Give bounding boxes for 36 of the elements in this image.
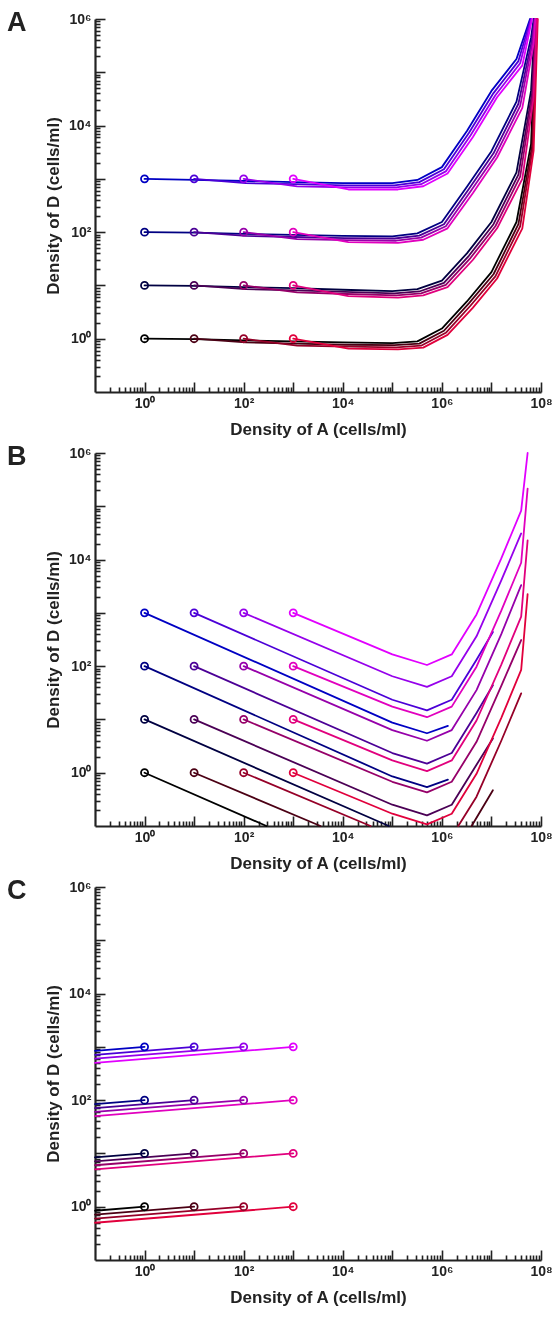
x-tick-label: 10⁴ <box>332 828 355 845</box>
x-axis-title: Density of A (cells/ml) <box>230 419 407 439</box>
y-axis-title: Density of D (cells/ml) <box>44 551 63 729</box>
x-axis-title: Density of A (cells/ml) <box>230 853 407 873</box>
y-tick-label: 10⁰ <box>70 1198 92 1215</box>
x-tick-label: 10⁸ <box>530 828 553 845</box>
x-tick-label: 10⁴ <box>332 1262 355 1279</box>
x-tick-label: 10⁶ <box>431 1262 454 1279</box>
chart-title: A <box>7 7 27 37</box>
x-tick-label: 10⁶ <box>431 394 454 411</box>
chart-title: B <box>7 441 27 471</box>
y-tick-label: 10⁴ <box>69 551 92 568</box>
x-tick-label: 10⁴ <box>332 394 355 411</box>
x-tick-label: 10² <box>234 828 255 845</box>
y-tick-label: 10⁴ <box>69 985 92 1002</box>
x-tick-label: 10⁶ <box>431 828 454 845</box>
chart-title: C <box>7 875 27 905</box>
y-tick-label: 10⁶ <box>69 10 92 27</box>
y-tick-label: 10⁶ <box>69 878 92 895</box>
x-axis-title: Density of A (cells/ml) <box>230 1287 407 1307</box>
x-tick-label: 10² <box>234 1262 255 1279</box>
y-tick-label: 10⁶ <box>69 444 92 461</box>
y-tick-label: 10² <box>71 657 92 674</box>
x-tick-label: 10⁸ <box>530 394 553 411</box>
y-tick-label: 10⁰ <box>70 330 92 347</box>
x-tick-label: 10⁸ <box>530 1262 553 1279</box>
x-tick-label: 10² <box>234 394 255 411</box>
y-axis-title: Density of D (cells/ml) <box>44 117 63 295</box>
x-tick-label: 10⁰ <box>134 828 156 845</box>
x-tick-label: 10⁰ <box>134 394 156 411</box>
y-tick-label: 10⁴ <box>69 117 92 134</box>
y-tick-label: 10² <box>71 223 92 240</box>
y-tick-label: 10² <box>71 1091 92 1108</box>
y-axis-title: Density of D (cells/ml) <box>44 985 63 1163</box>
x-tick-label: 10⁰ <box>134 1262 156 1279</box>
y-tick-label: 10⁰ <box>70 764 92 781</box>
